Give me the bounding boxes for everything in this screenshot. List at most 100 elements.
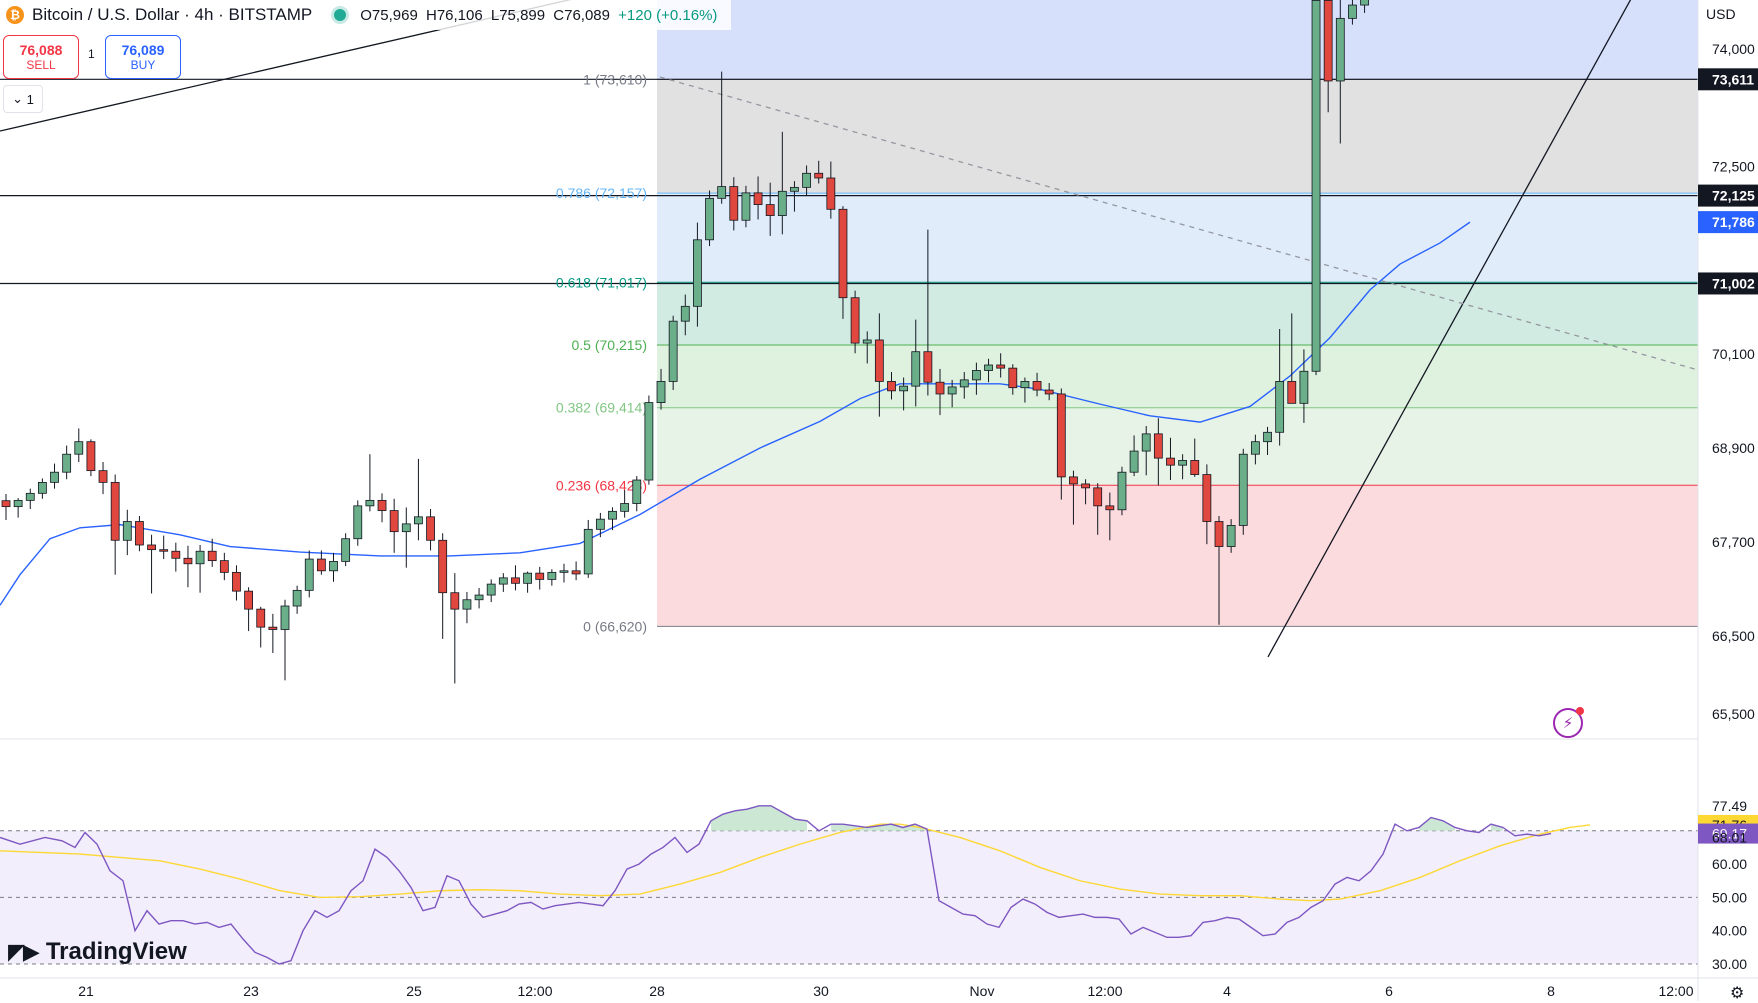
candle-body <box>1287 381 1297 404</box>
gear-icon[interactable]: ⚙ <box>1730 985 1745 1002</box>
candle-body <box>1190 460 1200 475</box>
candle-body <box>668 320 678 382</box>
candle-body <box>571 570 581 575</box>
candle-body <box>1250 441 1260 455</box>
candle-body <box>292 589 302 607</box>
candle-body <box>559 570 569 573</box>
moving-average <box>0 221 1471 606</box>
rsi-tick-label: 30.00 <box>1712 956 1747 972</box>
lightning-icon[interactable]: ⚡ <box>1553 707 1584 738</box>
time-tick-label: Nov <box>970 983 995 999</box>
sell-price: 76,088 <box>19 42 63 58</box>
candle-body <box>874 339 884 382</box>
candle-body <box>1141 433 1151 452</box>
candle-body <box>693 239 702 307</box>
candle-body <box>74 441 84 455</box>
price-tick-label: 70,100 <box>1712 346 1755 362</box>
candle-body <box>304 558 314 591</box>
candle-body <box>753 192 763 205</box>
fib-level-label: 0.236 (68,423) <box>556 477 647 493</box>
price-label-bg <box>1698 211 1758 234</box>
candle-body <box>365 499 375 507</box>
candle-body <box>887 381 896 392</box>
candle-body <box>814 172 824 179</box>
price-label-bg <box>1698 272 1758 295</box>
candle-body <box>147 544 156 551</box>
candle-body <box>1360 0 1369 6</box>
candle-body <box>935 381 945 395</box>
rsi-tick-label: 40.00 <box>1712 923 1747 939</box>
candle-body <box>341 538 351 562</box>
candle-body <box>826 177 836 210</box>
brand-name: TradingView <box>45 938 187 965</box>
candle-body <box>850 297 860 344</box>
candle-body <box>207 550 217 562</box>
candle-body <box>1299 370 1309 404</box>
candle-body <box>1238 453 1248 526</box>
candle-body <box>232 571 241 592</box>
fib-zone <box>657 345 1698 408</box>
candlesticks <box>1 0 1369 684</box>
candle-body <box>583 528 593 575</box>
candle-body <box>195 550 205 565</box>
rsi-tick-label: 77.49 <box>1712 798 1747 814</box>
candle-body <box>838 208 848 299</box>
chevron-down-icon: ⌄ <box>12 91 27 106</box>
trendline <box>659 76 1758 388</box>
indicators-toggle[interactable]: ⌄ 1 <box>3 85 43 113</box>
candle-body <box>1081 483 1090 489</box>
currency-label[interactable]: USD <box>1706 6 1736 22</box>
candle-body <box>547 571 557 580</box>
candle-body <box>498 577 508 585</box>
buy-price: 76,089 <box>121 42 165 58</box>
ohlc-values: O75,969 H76,106 L75,899 C76,089 +120 (+0… <box>360 7 721 24</box>
candle-body <box>98 470 108 483</box>
rsi-pane <box>0 738 1758 965</box>
rsi-line <box>0 805 1552 965</box>
fib-zone <box>657 0 1698 80</box>
price-tick-label: 66,500 <box>1712 628 1755 644</box>
fib-zone <box>657 485 1698 627</box>
time-tick-label: 12:00 <box>1658 983 1693 999</box>
buy-button[interactable]: 76,089 BUY <box>105 35 181 79</box>
candle-body <box>729 186 739 221</box>
time-tick-label: 23 <box>243 983 259 999</box>
candle-body <box>1166 457 1175 466</box>
candle-body <box>1032 381 1042 391</box>
low-value: L75,899 <box>490 6 546 24</box>
fib-zone <box>657 79 1698 194</box>
candle-body <box>911 351 921 387</box>
candle-body <box>765 204 775 216</box>
candle-body <box>377 499 387 511</box>
candle-body <box>777 190 787 216</box>
tradingview-mark-icon: ◤▶ <box>8 939 40 964</box>
price-tick-label: 74,000 <box>1712 41 1755 57</box>
bitcoin-icon: ₿ <box>6 6 24 24</box>
candle-body <box>1226 525 1236 547</box>
fib-zone <box>657 282 1698 346</box>
candle-body <box>462 599 472 610</box>
rsi-ma-line <box>0 823 1591 902</box>
candle-body <box>862 339 872 344</box>
candle-body <box>62 453 72 473</box>
time-tick-label: 12:00 <box>1087 983 1122 999</box>
tradingview-logo[interactable]: ◤▶ TradingView <box>8 938 187 966</box>
candle-body <box>426 516 435 541</box>
sell-button[interactable]: 76,088 SELL <box>3 35 79 79</box>
fib-level-label: 0.382 (69,414) <box>556 400 647 416</box>
price-label: 72,125 <box>1712 188 1755 204</box>
trendlines <box>0 0 1758 658</box>
candle-body <box>1129 450 1139 473</box>
candle-body <box>535 572 545 580</box>
horizontal-lines <box>0 78 1698 285</box>
fib-zone <box>657 193 1698 283</box>
candle-body <box>1323 0 1333 82</box>
open-value: O75,969 <box>360 6 418 24</box>
symbol-title[interactable]: Bitcoin / U.S. Dollar · 4h · BITSTAMP <box>32 5 313 24</box>
price-label-bg <box>1698 184 1758 207</box>
candle-body <box>183 557 193 565</box>
candle-body <box>1044 389 1054 395</box>
indicators-count: 1 <box>26 91 34 107</box>
candle-body <box>632 479 642 504</box>
